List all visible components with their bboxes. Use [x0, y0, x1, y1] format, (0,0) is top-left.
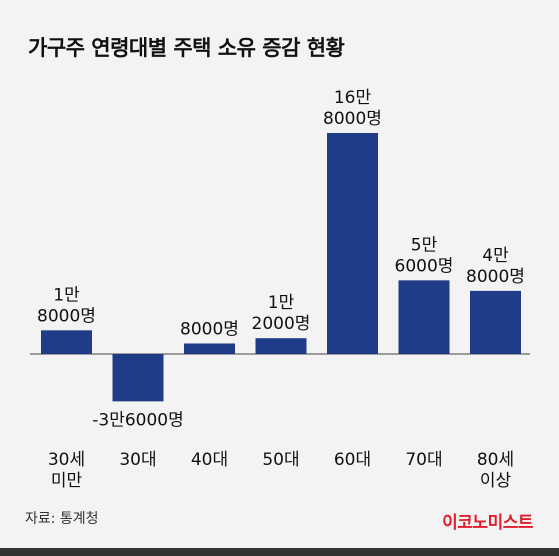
- data-label: 8000명: [180, 319, 239, 339]
- data-label: 8000명: [466, 267, 525, 287]
- bar-chart: 1만8000명30세미만-3만6000명30대8000명40대1만2000명50…: [30, 88, 530, 491]
- category-label: 30세: [48, 450, 85, 470]
- data-label: 5만: [411, 235, 438, 255]
- category-label: 40대: [191, 450, 228, 470]
- data-label: 4만: [482, 246, 509, 266]
- category-label: 50대: [262, 450, 299, 470]
- category-label: 60대: [334, 450, 371, 470]
- category-label: 30대: [119, 450, 156, 470]
- data-label: -3만6000명: [92, 410, 184, 430]
- bar-0: [41, 330, 92, 354]
- data-label: 6000명: [395, 256, 454, 276]
- chart-title: 가구주 연령대별 주택 소유 증감 현황: [28, 36, 345, 60]
- data-label: 1만: [53, 285, 80, 305]
- data-label: 2000명: [252, 314, 311, 334]
- bar-2: [184, 343, 235, 354]
- bar-6: [470, 290, 521, 354]
- source-note: 자료: 통계청: [25, 511, 99, 527]
- category-label: 80세: [477, 450, 514, 470]
- category-label: 70대: [405, 450, 442, 470]
- data-label: 1만: [268, 293, 295, 313]
- brand-logo: 이코노미스트: [442, 513, 533, 533]
- category-label: 이상: [480, 471, 512, 491]
- bar-4: [327, 133, 378, 354]
- data-label: 8000명: [37, 306, 96, 326]
- bar-3: [255, 338, 307, 354]
- bar-1: [112, 354, 164, 402]
- data-label: 8000명: [323, 109, 382, 129]
- category-label: 미만: [51, 471, 83, 491]
- data-label: 16만: [334, 88, 372, 108]
- bar-5: [398, 280, 450, 354]
- bottom-rule: [0, 548, 559, 556]
